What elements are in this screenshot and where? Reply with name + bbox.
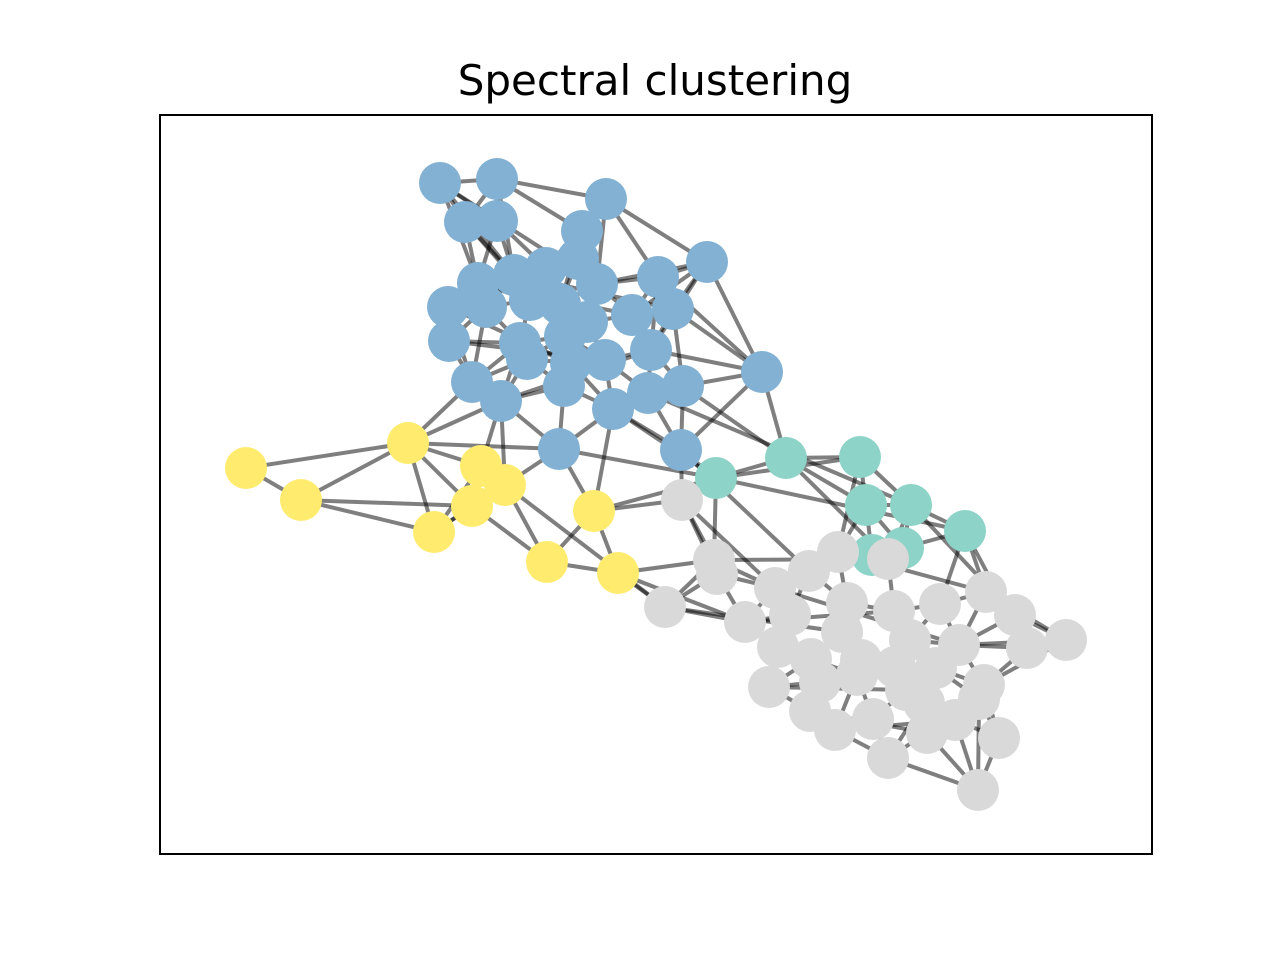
graph-node-blue [637,256,679,298]
graph-node-blue [627,372,669,414]
graph-node-blue [419,162,461,204]
graph-node-teal [944,510,986,552]
graph-node-blue [662,365,704,407]
graph-node-blue [427,286,469,328]
graph-node-blue [592,388,634,430]
graph-node-blue [476,200,518,242]
graph-edge [300,498,435,534]
graph-node-blue [476,158,518,200]
graph-node-blue [741,351,783,393]
graph-node-yellow [573,490,615,532]
graph-node-gray [978,717,1020,759]
graph-node-gray [757,626,799,668]
graph-edge [593,476,717,513]
graph-edge [715,476,966,533]
graph-node-gray [696,553,738,595]
graph-node-blue [584,339,626,381]
graph-node-gray [1006,627,1048,669]
graph-node-gray [965,571,1007,613]
graph-node-gray [724,601,766,643]
graph-node-teal [765,437,807,479]
graph-node-yellow [597,552,639,594]
graph-node-blue [538,428,580,470]
graph-node-gray [934,699,976,741]
graph-node-gray [836,654,878,696]
graph-node-yellow [526,541,568,583]
graph-node-teal [890,484,932,526]
graph-node-blue [506,338,548,380]
graph-node-blue [428,320,470,362]
graph-node-yellow [280,479,322,521]
graph-node-teal [839,436,881,478]
graph-node-gray [867,737,909,779]
graph-node-gray [814,709,856,751]
graph-node-gray [1045,619,1087,661]
graph-node-yellow [413,511,455,553]
graph-node-blue [652,288,694,330]
graph-node-teal [695,457,737,499]
graph-node-gray [788,550,830,592]
graph-node-blue [630,329,672,371]
graph-edge [558,447,717,480]
graph-node-yellow [451,485,493,527]
graph-node-gray [994,594,1036,636]
graph-edge [680,498,777,590]
graph-node-yellow [387,422,429,464]
graph-node-blue [611,294,653,336]
graph-node-blue [660,429,702,471]
graph-node-blue [543,365,585,407]
graph-node-gray [644,586,686,628]
graph-node-gray [661,479,703,521]
graph-edge [300,498,473,508]
graph-node-gray [867,538,909,580]
graph-node-blue [480,380,522,422]
graph-node-gray [919,583,961,625]
graph-edge [245,441,409,470]
graph-node-blue [686,241,728,283]
chart-title: Spectral clustering [457,56,853,105]
graph-node-gray [748,666,790,708]
graph-node-gray [852,698,894,740]
graph-node-blue [576,263,618,305]
graph-node-yellow [484,464,526,506]
graph-node-blue [444,201,486,243]
graph-node-gray [915,647,957,689]
node-layer [225,158,1087,811]
graph-node-gray [957,769,999,811]
graph-node-blue [465,286,507,328]
graph-node-gray [769,594,811,636]
graph-node-blue [585,178,627,220]
graph-node-blue [525,247,567,289]
graph-edge [503,483,667,609]
graph-node-yellow [225,447,267,489]
graph-node-teal [845,484,887,526]
